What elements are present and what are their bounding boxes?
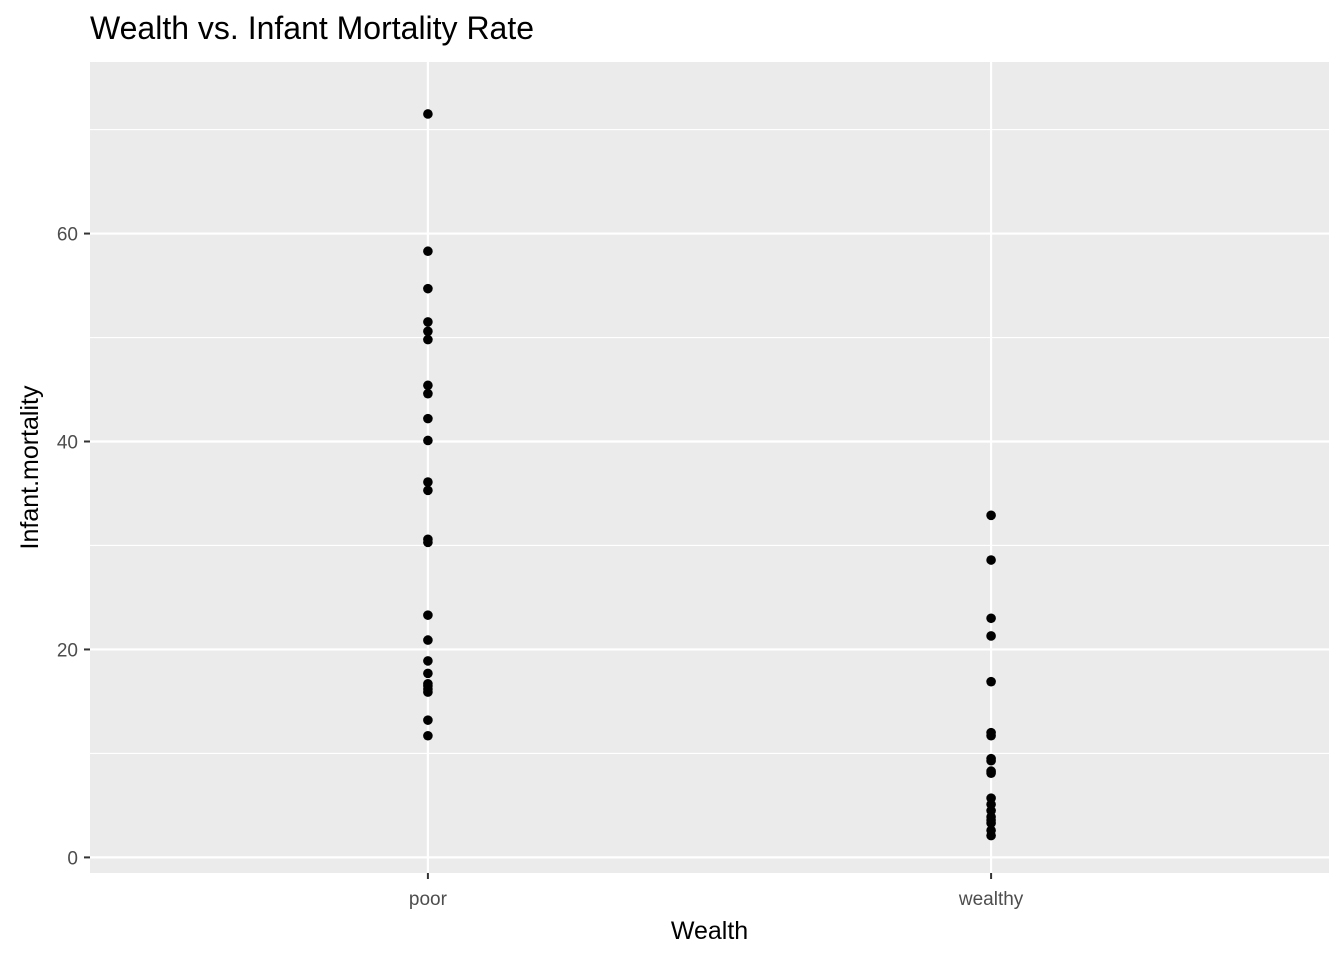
y-tick-label: 60 xyxy=(57,225,78,246)
x-tick-label: poor xyxy=(409,889,448,910)
data-points xyxy=(423,109,996,841)
data-point xyxy=(423,715,433,725)
data-point xyxy=(986,631,996,641)
data-point xyxy=(986,830,996,841)
data-point xyxy=(986,676,996,687)
data-point xyxy=(423,388,433,399)
data-point xyxy=(423,109,433,119)
data-point xyxy=(423,537,433,548)
grid-minor xyxy=(90,129,1329,754)
data-point xyxy=(423,635,433,645)
data-point xyxy=(423,380,433,391)
data-point xyxy=(986,768,996,778)
data-point xyxy=(423,317,433,327)
plot-panel xyxy=(90,62,1329,873)
x-tick-label: wealthy xyxy=(958,889,1024,910)
data-point xyxy=(423,730,433,741)
data-point xyxy=(423,687,433,697)
data-point xyxy=(986,613,996,624)
data-point xyxy=(986,818,996,828)
data-point xyxy=(423,326,433,337)
y-axis-title: Infant.mortality xyxy=(16,385,44,549)
data-point xyxy=(423,435,433,446)
data-point xyxy=(423,246,433,257)
data-point xyxy=(986,510,996,521)
y-tick-label: 0 xyxy=(67,848,78,869)
y-tick-label: 20 xyxy=(57,640,78,661)
data-point xyxy=(423,610,433,620)
x-axis-title: Wealth xyxy=(671,917,748,945)
chart-title: Wealth vs. Infant Mortality Rate xyxy=(90,10,535,46)
data-point xyxy=(986,755,996,766)
data-point xyxy=(423,477,433,487)
data-point xyxy=(423,485,433,496)
y-axis: 0 20 40 60 xyxy=(57,225,90,869)
data-point xyxy=(423,413,433,424)
data-point xyxy=(423,668,433,679)
data-point xyxy=(423,334,433,345)
data-point xyxy=(423,283,433,294)
data-point xyxy=(423,656,433,666)
data-point xyxy=(986,730,996,741)
x-axis: poor wealthy xyxy=(409,873,1024,910)
y-tick-label: 40 xyxy=(57,433,78,454)
data-point xyxy=(986,555,996,565)
